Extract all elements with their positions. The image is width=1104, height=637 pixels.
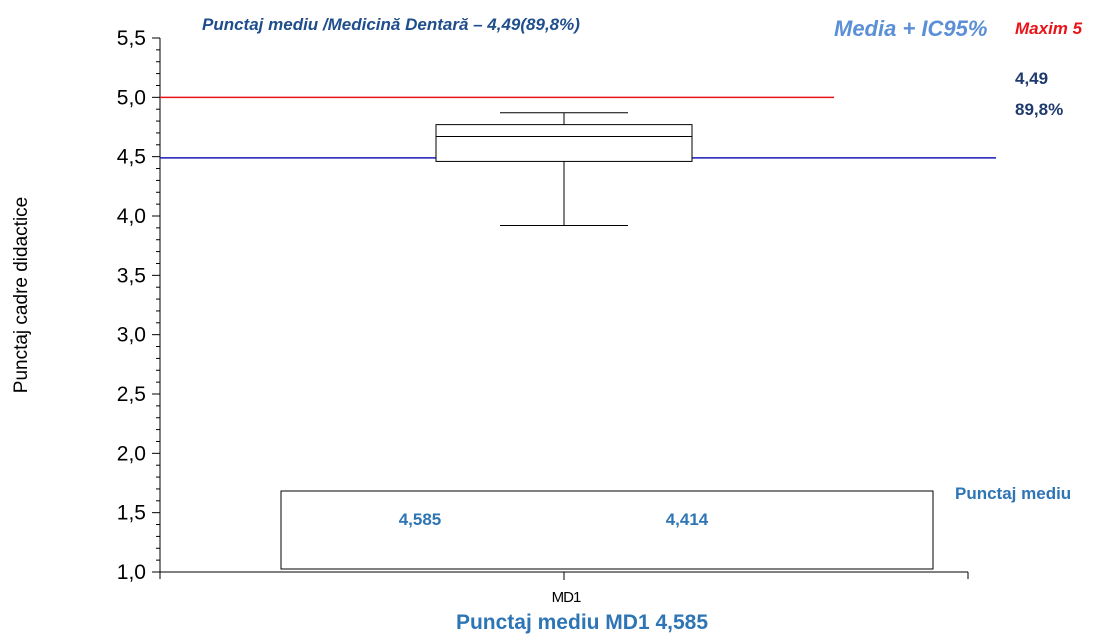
y-tick-label: 2,0 xyxy=(117,442,146,465)
y-axis-title: Punctaj cadre didactice xyxy=(11,197,32,393)
y-axis-tick-labels: 1,0 1,5 2,0 2,5 3,0 3,5 4,0 4,5 5,0 5,5 xyxy=(117,27,146,584)
y-tick-label: 5,5 xyxy=(117,27,146,50)
table-value-2: 4,414 xyxy=(666,510,709,529)
y-tick-label: 1,0 xyxy=(117,561,146,584)
footer-caption: Punctaj mediu MD1 4,585 xyxy=(456,611,708,634)
interquartile-box xyxy=(435,124,693,162)
legend-media-label: Media + IC95% xyxy=(834,16,987,41)
table-value-1: 4,585 xyxy=(399,510,442,529)
summary-table-box xyxy=(280,490,934,570)
x-category-label: MD1 xyxy=(552,589,581,606)
legend-maxim-label: Maxim 5 xyxy=(1015,19,1083,38)
y-tick-label: 4,5 xyxy=(117,146,146,169)
y-tick-label: 1,5 xyxy=(117,502,146,525)
table-row-label: Punctaj mediu xyxy=(955,484,1071,503)
chart-title: Punctaj mediu /Medicină Dentară – 4,49(8… xyxy=(202,15,580,34)
mean-value-label: 4,49 xyxy=(1015,69,1048,88)
y-tick-label: 2,5 xyxy=(117,383,146,406)
y-tick-label: 4,0 xyxy=(117,205,146,228)
y-axis-ticks xyxy=(152,37,160,573)
box-plot-md1 xyxy=(435,112,693,226)
y-tick-label: 3,0 xyxy=(117,324,146,347)
mean-percent-label: 89,8% xyxy=(1015,100,1063,119)
y-tick-label: 5,0 xyxy=(117,86,146,109)
y-tick-label: 3,5 xyxy=(117,264,146,287)
